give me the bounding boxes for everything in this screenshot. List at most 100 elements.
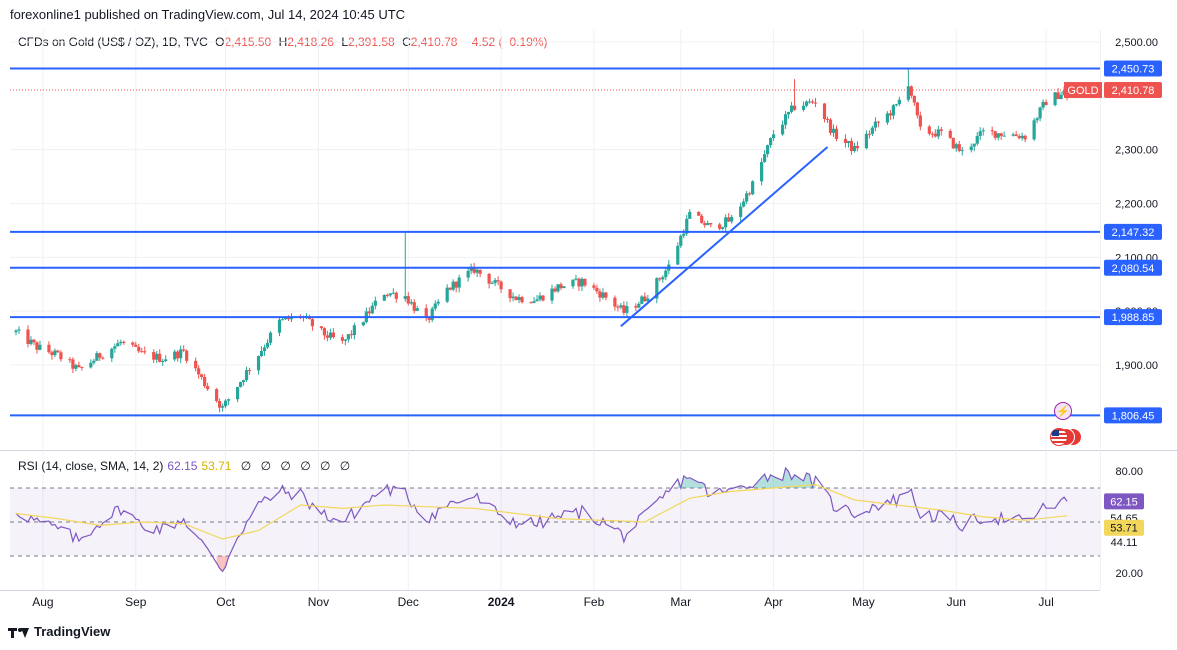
level-price-tag — [1104, 60, 1162, 77]
candle-down — [143, 351, 147, 353]
candle-down — [849, 140, 854, 152]
candle-up — [619, 305, 623, 308]
candle-up — [74, 365, 78, 369]
candle-up — [29, 339, 33, 344]
candle-up — [780, 124, 785, 135]
candle-up — [436, 301, 440, 304]
candle-down — [718, 224, 722, 229]
candle-up — [235, 386, 240, 400]
level-price-tag — [1104, 259, 1162, 276]
candle-up — [906, 86, 910, 100]
candle-up — [721, 227, 725, 229]
x-tick-label: Jun — [947, 595, 966, 609]
x-tick-label: Dec — [398, 595, 419, 609]
candle-down — [194, 360, 198, 369]
candle-down — [843, 138, 848, 143]
x-tick-label: Mar — [670, 595, 691, 609]
candle-up — [283, 317, 288, 320]
candle-up — [760, 162, 764, 182]
candle-down — [158, 353, 162, 362]
candle-down — [529, 302, 533, 304]
candle-up — [831, 128, 836, 133]
candle-down — [406, 296, 410, 304]
candle-down — [134, 344, 138, 347]
candle-down — [999, 133, 1003, 136]
candle-up — [244, 370, 249, 381]
y-tick-label: 1,900.00 — [1115, 360, 1158, 372]
candle-down — [71, 359, 75, 369]
us-flag-icon[interactable] — [1050, 428, 1084, 446]
candle-down — [514, 296, 518, 301]
x-tick-label: May — [852, 595, 875, 609]
candle-up — [511, 296, 515, 299]
candle-down — [604, 292, 608, 298]
candle-up — [679, 235, 683, 246]
x-tick-label: Apr — [764, 595, 783, 609]
candle-down — [349, 334, 353, 336]
candle-up — [532, 301, 536, 303]
candle-down — [622, 305, 626, 313]
candle-down — [700, 215, 704, 224]
candle-down — [709, 222, 713, 225]
candle-up — [277, 319, 282, 333]
rsi-overbought-fill — [677, 475, 705, 488]
candle-down — [131, 342, 135, 345]
candle-down — [834, 128, 839, 139]
rsi-label: RSI (14, close, SMA, 14, 2) — [18, 459, 164, 473]
candle-up — [996, 133, 1000, 138]
candle-up — [226, 399, 231, 401]
candle-up — [352, 325, 356, 336]
candle-up — [403, 296, 407, 299]
candle-up — [265, 342, 270, 348]
candle-down — [197, 368, 201, 375]
candle-up — [493, 280, 497, 284]
candle-up — [745, 193, 749, 202]
candle-up — [238, 382, 243, 387]
candle-up — [113, 346, 117, 349]
sma-legend-value: 53.71 — [201, 459, 232, 473]
flash-icon[interactable]: ⚡ — [1054, 402, 1072, 420]
candle-up — [1035, 118, 1039, 121]
candle-up — [574, 278, 578, 280]
candle-up — [116, 343, 120, 347]
candle-down — [592, 285, 596, 288]
candle-up — [173, 351, 177, 360]
candle-down — [206, 386, 210, 390]
candle-down — [137, 346, 141, 352]
candle-down — [867, 133, 872, 135]
candle-up — [864, 133, 869, 149]
candle-up — [1011, 134, 1015, 136]
candle-up — [373, 300, 377, 306]
candle-down — [77, 365, 81, 368]
candle-up — [742, 201, 746, 207]
candle-up — [95, 353, 99, 361]
tradingview-footer: TradingView — [8, 624, 110, 639]
candle-down — [1017, 136, 1021, 139]
candle-down — [888, 113, 892, 116]
candle-down — [50, 352, 54, 356]
candle-down — [915, 102, 919, 116]
candle-down — [541, 295, 545, 301]
candle-down — [215, 389, 219, 402]
candle-up — [119, 341, 123, 344]
candle-down — [200, 374, 204, 378]
candle-down — [80, 367, 84, 369]
candle-down — [876, 121, 881, 123]
rsi-overbought-fill — [749, 467, 816, 488]
level-price-tag — [1104, 309, 1162, 326]
candle-up — [1032, 120, 1036, 140]
candle-down — [412, 302, 416, 311]
symbol-badge — [1064, 82, 1102, 99]
candle-down — [643, 296, 647, 302]
candle-up — [221, 406, 225, 408]
candle-down — [727, 217, 731, 222]
candle-down — [472, 266, 476, 273]
level-price-label: 1,806.45 — [1112, 410, 1155, 422]
candle-down — [616, 306, 620, 308]
candle-up — [388, 293, 392, 296]
candle-down — [951, 137, 955, 149]
candle-down — [559, 284, 563, 289]
candle-up — [751, 181, 755, 195]
candle-down — [595, 287, 599, 292]
